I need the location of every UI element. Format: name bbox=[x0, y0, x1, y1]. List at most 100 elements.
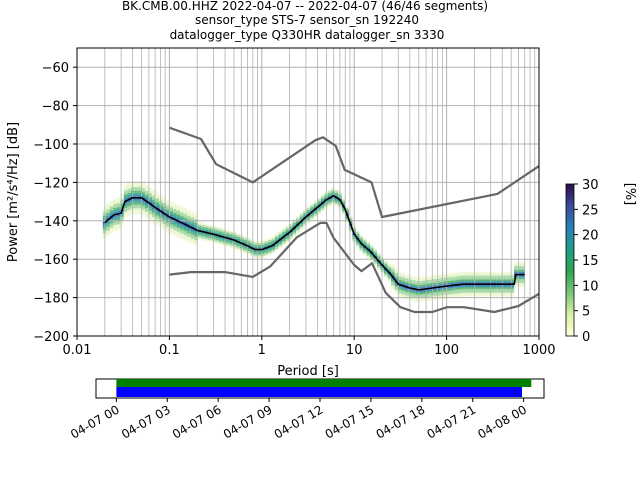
heatmap-cell bbox=[261, 242, 265, 245]
heatmap-cell bbox=[450, 295, 455, 298]
heatmap-cell bbox=[113, 223, 117, 226]
heatmap-cell bbox=[433, 275, 437, 278]
heatmap-cell bbox=[208, 236, 212, 239]
heatmap-cell bbox=[496, 279, 501, 282]
heatmap-cell bbox=[398, 291, 402, 294]
heatmap-cell bbox=[148, 191, 152, 194]
heatmap-cell bbox=[433, 282, 437, 285]
heatmap-cell bbox=[215, 240, 219, 242]
heatmap-cell bbox=[106, 220, 110, 223]
y-axis-ticks: −200 −180 −160 −140 −120 −100 −80 −60 bbox=[33, 61, 77, 345]
heatmap-cell bbox=[454, 295, 458, 298]
heatmap-cell bbox=[394, 274, 399, 277]
heatmap-cell bbox=[166, 213, 170, 215]
heatmap-cell bbox=[408, 298, 413, 301]
heatmap-cell bbox=[106, 215, 110, 218]
heatmap-cell bbox=[166, 230, 170, 233]
heatmap-cell bbox=[208, 226, 212, 229]
heatmap-cell bbox=[148, 187, 152, 190]
heatmap-cell bbox=[489, 281, 493, 284]
heatmap-cell bbox=[422, 292, 427, 294]
heatmap-cell bbox=[232, 247, 237, 249]
heatmap-cell bbox=[341, 197, 346, 200]
heatmap-cell bbox=[141, 194, 145, 196]
heatmap-cell bbox=[457, 279, 462, 282]
heatmap-cell bbox=[169, 230, 174, 233]
heatmap-cell bbox=[127, 213, 131, 216]
heatmap-cell bbox=[514, 283, 518, 286]
heatmap-cell bbox=[257, 241, 261, 243]
low-noise-model-curve bbox=[169, 221, 540, 314]
heatmap-cell bbox=[341, 207, 346, 210]
heatmap-cell bbox=[148, 212, 152, 215]
heatmap-cell bbox=[166, 224, 170, 227]
heatmap-cell bbox=[429, 289, 434, 291]
heatmap-cell bbox=[180, 235, 184, 238]
heatmap-cell bbox=[503, 275, 508, 278]
heatmap-cell bbox=[113, 202, 117, 205]
heatmap-cell bbox=[278, 234, 283, 237]
heatmap-cell bbox=[496, 281, 501, 284]
heatmap-cell bbox=[176, 212, 181, 215]
heatmap-cell bbox=[464, 290, 469, 293]
heatmap-cell bbox=[405, 289, 409, 292]
heatmap-cell bbox=[292, 219, 297, 222]
heatmap-cell bbox=[303, 220, 307, 223]
heatmap-cell bbox=[313, 202, 318, 205]
heatmap-cell bbox=[391, 268, 395, 271]
heatmap-cell bbox=[183, 215, 188, 218]
heatmap-cell bbox=[169, 209, 174, 212]
heatmap-cell bbox=[253, 250, 258, 253]
heatmap-cell bbox=[461, 273, 465, 276]
heatmap-cell bbox=[127, 187, 131, 189]
heatmap-cell bbox=[521, 283, 525, 286]
heatmap-cell bbox=[137, 189, 142, 191]
heatmap-cell bbox=[116, 203, 121, 206]
heatmap-cell bbox=[503, 294, 508, 297]
heatmap-cell bbox=[278, 240, 283, 243]
heatmap-cell bbox=[190, 221, 195, 224]
heatmap-cell bbox=[475, 294, 479, 297]
heatmap-cell bbox=[215, 236, 219, 239]
heatmap-cell bbox=[250, 239, 254, 242]
heatmap-cell bbox=[285, 227, 290, 230]
heatmap-cell bbox=[447, 286, 451, 289]
heatmap-cell bbox=[109, 214, 114, 216]
heatmap-cell bbox=[510, 294, 515, 297]
heatmap-cell bbox=[387, 277, 392, 280]
heatmap-cell bbox=[398, 293, 402, 296]
heatmap-cell bbox=[292, 228, 297, 231]
heatmap-cell bbox=[426, 289, 430, 292]
heatmap-cell bbox=[384, 270, 388, 272]
heatmap-cell bbox=[194, 215, 198, 218]
heatmap-cell bbox=[457, 291, 462, 294]
heatmap-cell bbox=[433, 292, 437, 295]
heatmap-cell bbox=[503, 281, 508, 284]
heatmap-cell bbox=[412, 291, 416, 294]
heatmap-cell bbox=[271, 236, 275, 239]
heatmap-cell bbox=[278, 236, 283, 239]
heatmap-cell bbox=[391, 278, 395, 280]
heatmap-cell bbox=[173, 226, 177, 229]
heatmap-cell bbox=[468, 277, 472, 280]
heatmap-cell bbox=[412, 278, 416, 281]
heatmap-cell bbox=[394, 286, 399, 289]
heatmap-cell bbox=[496, 294, 501, 297]
heatmap-cell bbox=[320, 209, 325, 212]
heatmap-cell bbox=[373, 263, 377, 266]
heatmap-cell bbox=[201, 225, 205, 227]
heatmap-cell bbox=[327, 200, 332, 203]
heatmap-cell bbox=[461, 285, 465, 287]
heatmap-cell bbox=[436, 292, 441, 294]
heatmap-cell bbox=[387, 264, 392, 266]
heatmap-cell bbox=[113, 208, 117, 210]
heatmap-cell bbox=[510, 271, 515, 274]
heatmap-cell bbox=[173, 224, 177, 227]
heatmap-cell bbox=[106, 230, 110, 233]
heatmap-cell bbox=[345, 221, 349, 224]
heatmap-cell bbox=[493, 289, 497, 291]
heatmap-cell bbox=[285, 235, 290, 237]
heatmap-cell bbox=[169, 222, 174, 225]
heatmap-cell bbox=[215, 232, 219, 235]
heatmap-cell bbox=[461, 277, 465, 280]
